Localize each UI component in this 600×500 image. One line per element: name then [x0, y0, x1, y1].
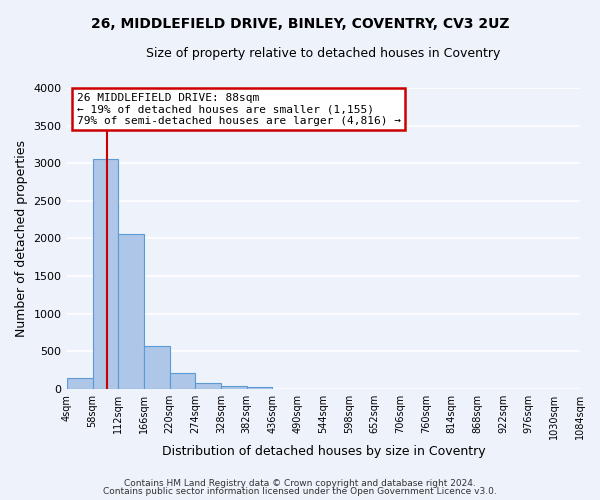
- Bar: [221, 386, 247, 389]
- Bar: [67, 378, 92, 389]
- Text: 26 MIDDLEFIELD DRIVE: 88sqm
← 19% of detached houses are smaller (1,155)
79% of : 26 MIDDLEFIELD DRIVE: 88sqm ← 19% of det…: [77, 92, 401, 126]
- Text: Contains HM Land Registry data © Crown copyright and database right 2024.: Contains HM Land Registry data © Crown c…: [124, 478, 476, 488]
- Bar: [92, 158, 118, 389]
- Bar: [144, 346, 170, 389]
- Bar: [247, 386, 272, 389]
- Text: Contains public sector information licensed under the Open Government Licence v3: Contains public sector information licen…: [103, 487, 497, 496]
- Title: Size of property relative to detached houses in Coventry: Size of property relative to detached ho…: [146, 48, 500, 60]
- X-axis label: Distribution of detached houses by size in Coventry: Distribution of detached houses by size …: [161, 444, 485, 458]
- Bar: [195, 383, 221, 389]
- Bar: [170, 374, 195, 389]
- Y-axis label: Number of detached properties: Number of detached properties: [15, 140, 28, 337]
- Bar: [118, 234, 144, 389]
- Text: 26, MIDDLEFIELD DRIVE, BINLEY, COVENTRY, CV3 2UZ: 26, MIDDLEFIELD DRIVE, BINLEY, COVENTRY,…: [91, 18, 509, 32]
